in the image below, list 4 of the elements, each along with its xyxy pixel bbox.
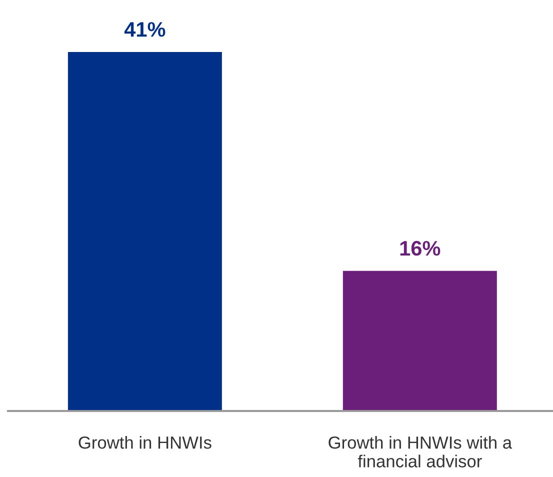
data-label: 41% — [124, 22, 166, 37]
x-tick-label: Growth in HNWIs — [78, 436, 212, 449]
data-label: 16% — [400, 240, 440, 256]
x-tick-label: Growth in HNWIs with a financial advisor — [328, 436, 512, 468]
